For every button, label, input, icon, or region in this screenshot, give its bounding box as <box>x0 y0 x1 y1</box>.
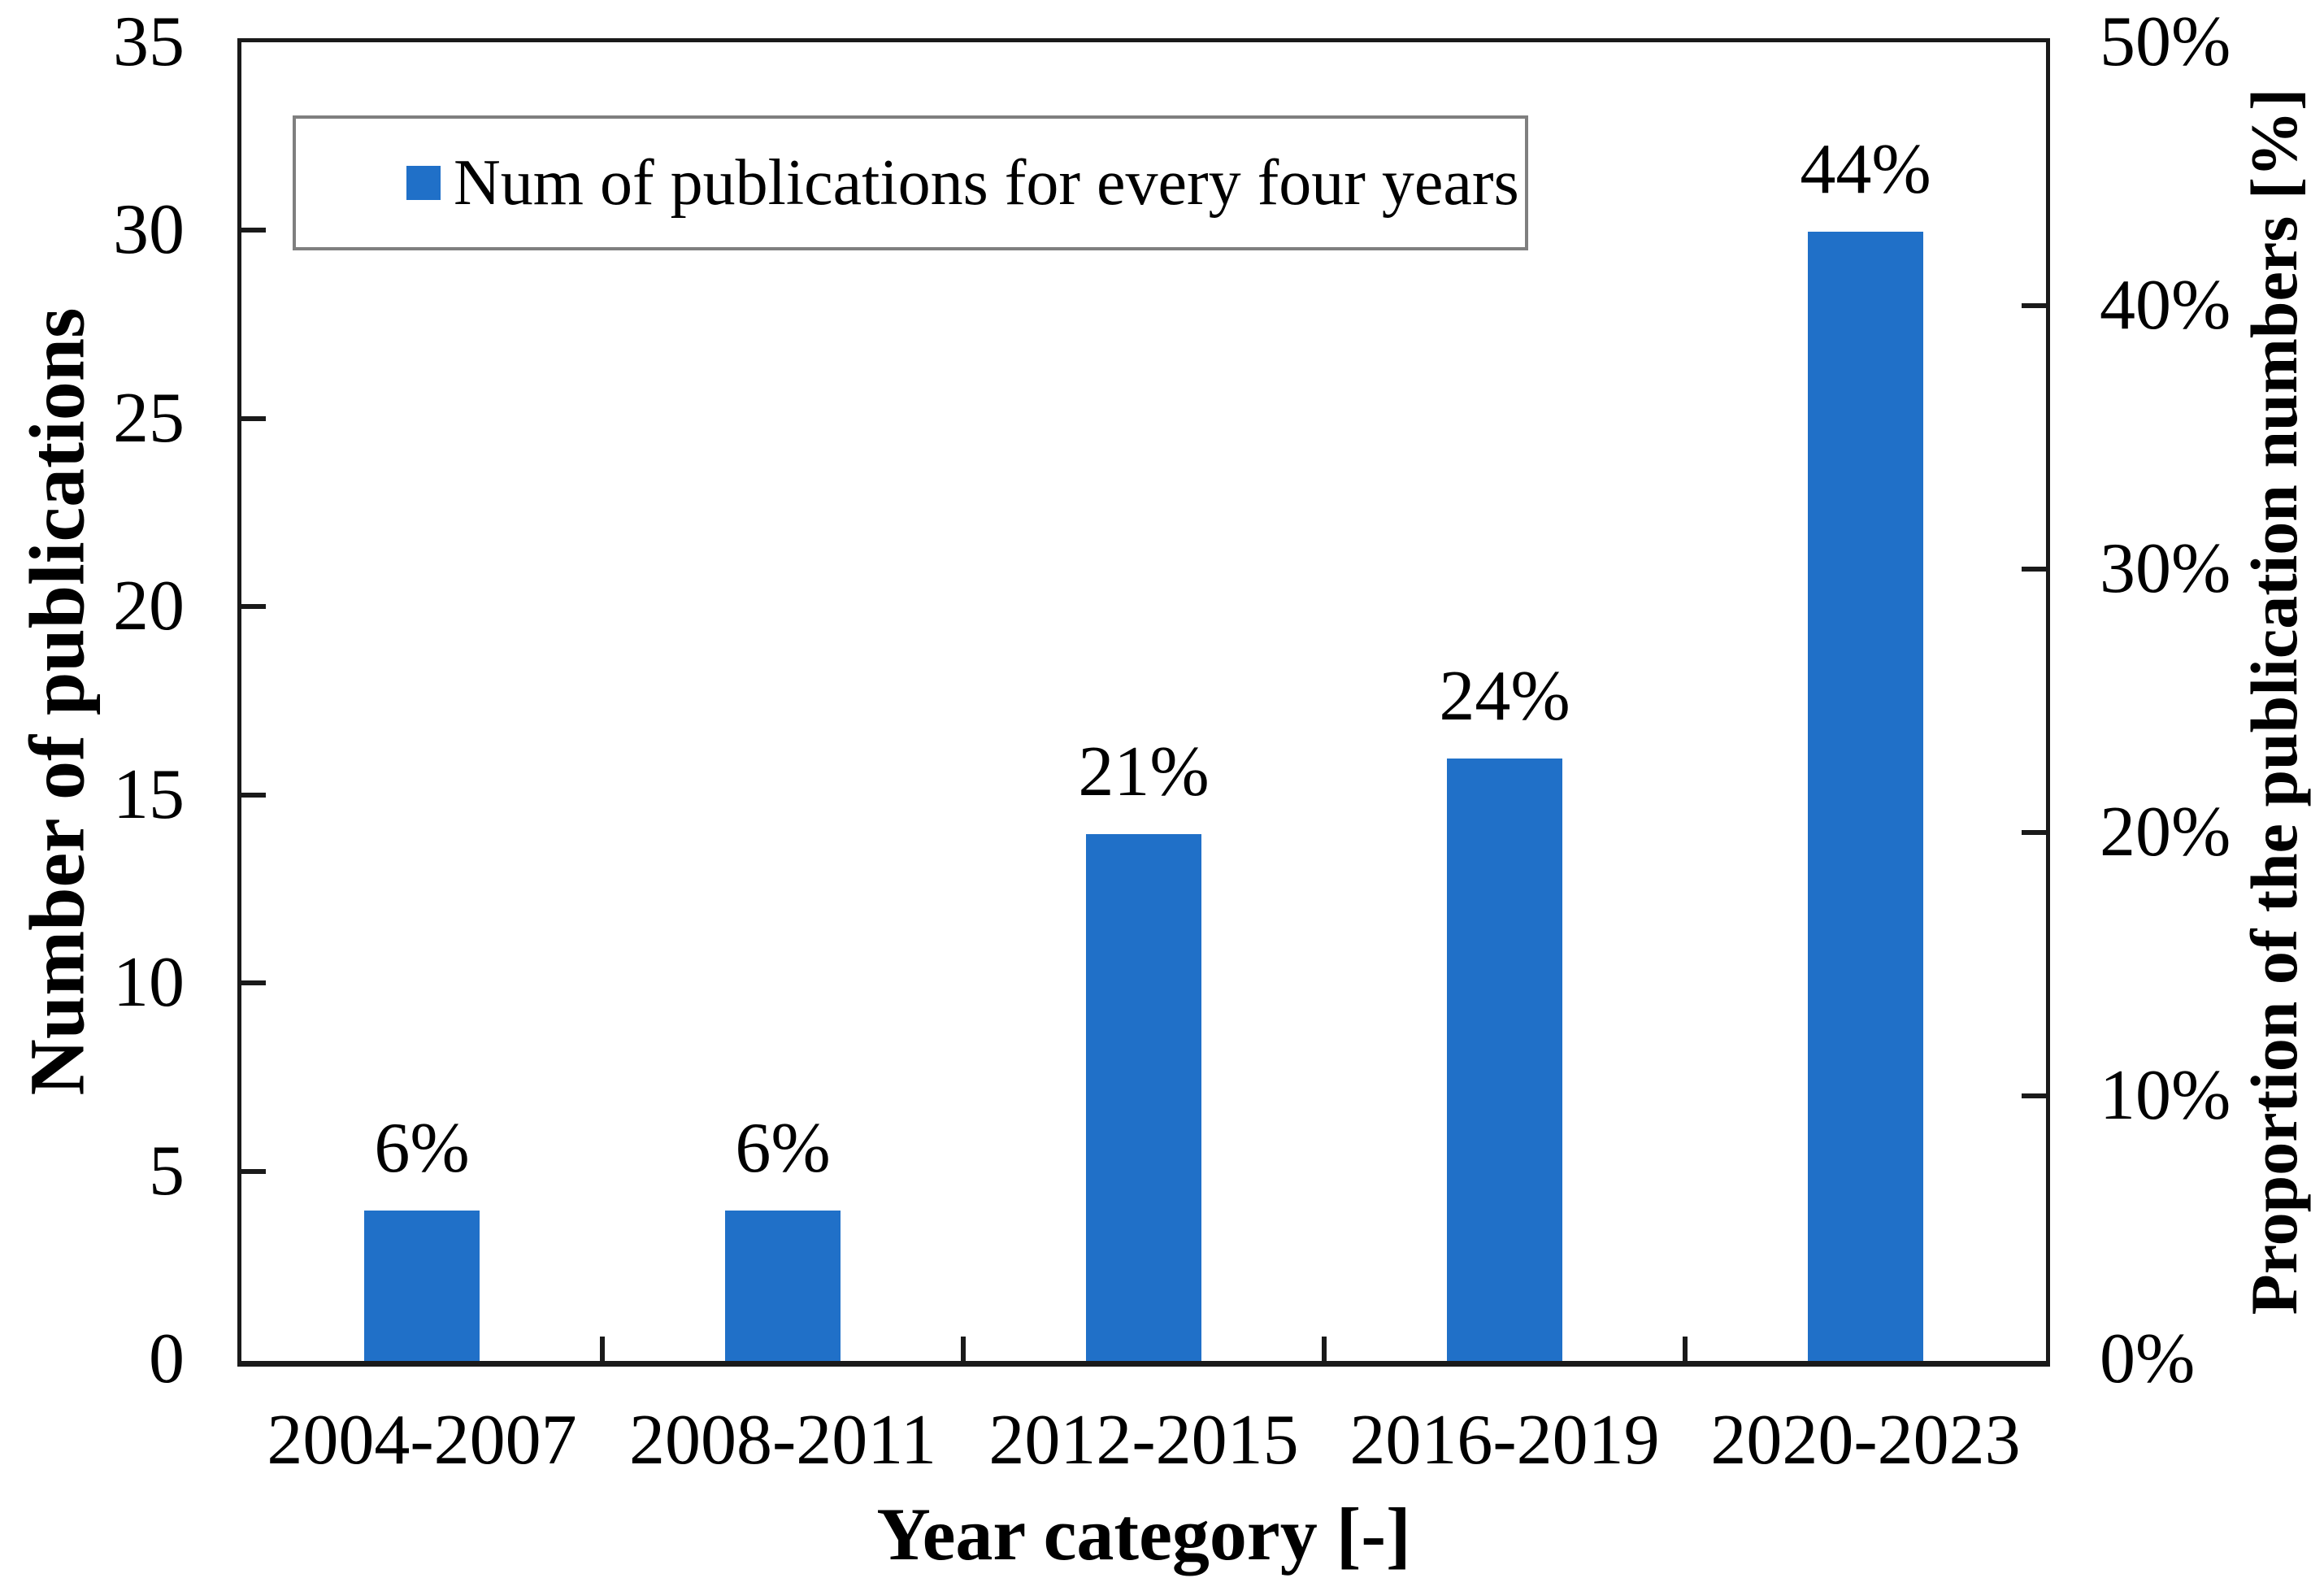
legend-marker-square <box>406 166 441 200</box>
bar-2016-2019 <box>1447 759 1562 1361</box>
bar-data-label: 21% <box>1078 732 1210 811</box>
left-axis-tick <box>241 228 266 233</box>
x-axis-tick <box>1683 1337 1688 1361</box>
left-tick-label: 0 <box>149 1319 185 1398</box>
x-axis-tick <box>961 1337 966 1361</box>
left-axis-tick <box>241 1168 266 1174</box>
x-axis-tick <box>600 1337 605 1361</box>
left-axis-tick <box>241 604 266 610</box>
right-tick-label: 30% <box>2100 529 2231 608</box>
x-tick-label: 2012-2015 <box>988 1401 1299 1480</box>
left-axis-tick <box>241 792 266 798</box>
x-tick-label: 2008-2011 <box>628 1401 937 1480</box>
left-tick-label: 5 <box>149 1131 185 1211</box>
right-axis-tick <box>2022 567 2046 572</box>
left-tick-label: 20 <box>113 567 185 646</box>
left-axis-tick <box>241 980 266 986</box>
bar-data-label: 6% <box>374 1109 470 1188</box>
x-axis-title: Year category [-] <box>876 1493 1411 1576</box>
bar-data-label: 44% <box>1800 130 1931 209</box>
left-tick-label: 35 <box>113 2 185 81</box>
left-tick-label: 10 <box>113 943 185 1023</box>
plot-area: 6% 6% 21% 24% 44% <box>237 38 2050 1367</box>
right-axis-title: Proportion of the publication numbers [%… <box>2237 88 2311 1315</box>
right-axis-tick <box>2022 1093 2046 1098</box>
bar-2004-2007 <box>364 1211 480 1361</box>
legend-label: Num of publications for every four years <box>454 146 1519 219</box>
x-axis-tick <box>1322 1337 1327 1361</box>
left-axis-title: Number of publications <box>13 307 101 1096</box>
left-axis-tick <box>241 415 266 421</box>
right-axis-tick <box>2022 303 2046 308</box>
right-tick-label: 20% <box>2100 793 2231 872</box>
right-tick-label: 40% <box>2100 266 2231 345</box>
bar-data-label: 24% <box>1439 657 1570 736</box>
left-tick-label: 25 <box>113 378 185 458</box>
right-tick-label: 0% <box>2100 1319 2196 1398</box>
bar-2008-2011 <box>725 1211 841 1361</box>
right-tick-label: 10% <box>2100 1056 2231 1135</box>
right-tick-label: 50% <box>2100 2 2231 81</box>
left-tick-label: 15 <box>113 754 185 834</box>
left-tick-label: 30 <box>113 190 185 270</box>
x-tick-label: 2004-2007 <box>267 1401 577 1480</box>
x-tick-label: 2020-2023 <box>1710 1401 2021 1480</box>
bar-data-label: 6% <box>735 1109 831 1188</box>
bar-2020-2023 <box>1808 232 1923 1361</box>
legend: Num of publications for every four years <box>293 115 1528 250</box>
bar-2012-2015 <box>1086 834 1201 1361</box>
x-tick-label: 2016-2019 <box>1349 1401 1660 1480</box>
right-axis-tick <box>2022 830 2046 835</box>
